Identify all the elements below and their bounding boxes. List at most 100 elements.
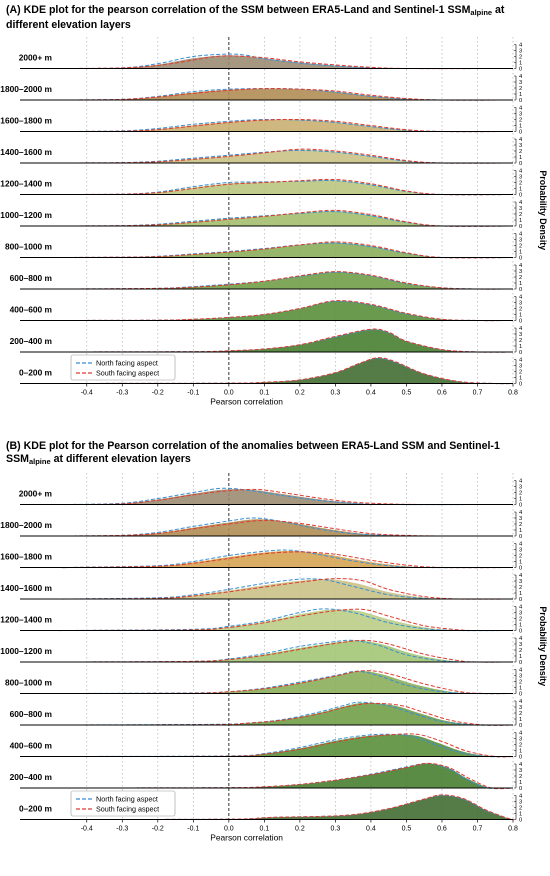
row-y-tick-label: 3: [519, 737, 522, 743]
elevation-label: 1400–1600 m: [0, 147, 52, 157]
x-tick-label: 0.3: [331, 390, 341, 397]
row-y-tick-label: 0: [519, 566, 522, 572]
legend-box: [70, 790, 176, 817]
row-y-tick-label: 1: [519, 344, 522, 350]
row-y-tick-label: 2: [519, 617, 522, 623]
elevation-label: 2000+ m: [19, 53, 52, 63]
x-tick-label: 0.4: [366, 826, 376, 833]
density-area: [57, 357, 514, 384]
x-tick-label: 0.1: [259, 390, 269, 397]
row-y-tick-label: 4: [519, 731, 523, 737]
row-y-tick-label: 0: [519, 130, 522, 136]
row-y-tick-label: 4: [519, 326, 523, 332]
row-y-tick-label: 1: [519, 749, 522, 755]
row-y-tick-label: 3: [519, 579, 522, 585]
row-y-tick-label: 4: [519, 232, 523, 238]
row-y-tick-label: 1: [519, 281, 522, 287]
x-tick-label: -0.2: [152, 826, 164, 833]
row-y-tick-label: 1: [519, 812, 522, 818]
x-tick-label: 0.5: [402, 826, 412, 833]
x-axis-label: Pearson correlation: [210, 833, 283, 843]
legend-north-label: North facing aspect: [96, 795, 158, 804]
density-area: [65, 149, 514, 164]
row-y-tick-label: 4: [519, 605, 523, 611]
row-y-tick-label: 3: [519, 301, 522, 307]
row-y-tick-label: 4: [519, 295, 523, 301]
elevation-label: 600–800 m: [10, 709, 52, 719]
density-area: [59, 640, 513, 663]
row-y-tick-label: 0: [519, 597, 522, 603]
elevation-label: 1000–1200 m: [0, 646, 52, 656]
row-y-tick-label: 4: [519, 510, 523, 516]
row-y-tick-label: 3: [519, 112, 522, 118]
panel-a-title-subscript: alpine: [470, 8, 493, 17]
row-y-tick-label: 3: [519, 238, 522, 244]
row-y-tick-label: 0: [519, 660, 522, 666]
x-tick-label: 0.6: [437, 390, 447, 397]
row-y-tick-label: 1: [519, 686, 522, 692]
x-tick-label: -0.4: [81, 826, 93, 833]
row-y-tick-label: 0: [519, 723, 522, 729]
x-tick-label: 0.6: [437, 826, 447, 833]
row-y-tick-label: 4: [519, 43, 523, 49]
x-tick-label: 0.2: [295, 826, 305, 833]
legend-box: [70, 354, 176, 381]
row-y-tick-label: 3: [519, 332, 522, 338]
row-y-tick-label: 3: [519, 768, 522, 774]
y-axis-label: Probability Density: [538, 170, 548, 250]
row-y-tick-label: 2: [519, 118, 522, 124]
row-y-tick-label: 0: [519, 287, 522, 293]
elevation-label: 200–400 m: [10, 772, 52, 782]
density-area: [57, 763, 514, 789]
density-area: [65, 119, 514, 132]
row-y-tick-label: 2: [519, 648, 522, 654]
panel-b-title-main: (B) KDE plot for the Pearson correlation…: [6, 440, 500, 465]
row-y-tick-label: 4: [519, 169, 523, 175]
row-y-tick-label: 2: [519, 680, 522, 686]
x-tick-label: -0.3: [116, 390, 128, 397]
legend-north-label: North facing aspect: [96, 359, 158, 368]
elevation-label: 1400–1600 m: [0, 583, 52, 593]
row-y-tick-label: 4: [519, 74, 523, 80]
row-y-tick-label: 3: [519, 175, 522, 181]
density-area: [62, 579, 514, 600]
density-area: [65, 210, 514, 227]
row-y-tick-label: 4: [519, 200, 523, 206]
x-tick-label: -0.1: [187, 390, 199, 397]
row-y-tick-label: 3: [519, 485, 522, 491]
row-y-tick-label: 1: [519, 780, 522, 786]
row-y-tick-label: 2: [519, 743, 522, 749]
row-y-tick-label: 4: [519, 762, 523, 768]
row-y-tick-label: 4: [519, 573, 523, 579]
row-y-tick-label: 1: [519, 61, 522, 67]
row-y-tick-label: 2: [519, 55, 522, 61]
x-tick-label: -0.3: [116, 826, 128, 833]
row-y-tick-label: 4: [519, 794, 523, 800]
density-area: [65, 519, 514, 537]
row-y-tick-label: 3: [519, 611, 522, 617]
row-y-tick-label: 3: [519, 548, 522, 554]
row-y-tick-label: 3: [519, 642, 522, 648]
south-kde-line: [64, 55, 514, 70]
row-y-tick-label: 2: [519, 711, 522, 717]
row-y-tick-label: 1: [519, 187, 522, 193]
row-y-tick-label: 3: [519, 516, 522, 522]
row-y-tick-label: 0: [519, 755, 522, 761]
row-y-tick-label: 1: [519, 591, 522, 597]
row-y-tick-label: 0: [519, 818, 522, 824]
row-y-tick-label: 1: [519, 497, 522, 503]
density-area: [65, 242, 514, 258]
row-y-tick-label: 3: [519, 364, 522, 370]
x-tick-label: 0.7: [473, 826, 483, 833]
